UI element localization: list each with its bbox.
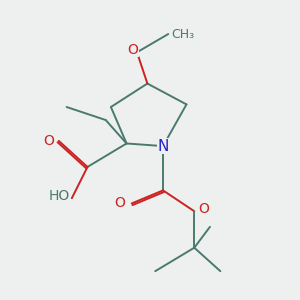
Text: O: O [198,202,209,216]
Text: N: N [157,139,169,154]
Text: O: O [115,196,125,210]
Text: O: O [43,134,54,148]
Text: HO: HO [48,189,69,202]
Text: O: O [128,43,139,57]
Text: CH₃: CH₃ [171,28,194,40]
